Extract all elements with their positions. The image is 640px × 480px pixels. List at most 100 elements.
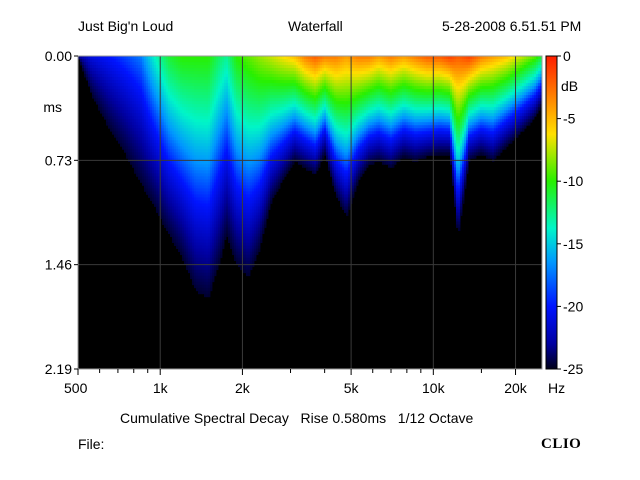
decay-cell bbox=[166, 200, 169, 204]
decay-cell bbox=[162, 218, 165, 222]
decay-cell bbox=[218, 83, 221, 87]
decay-cell bbox=[174, 56, 177, 60]
decay-cell bbox=[238, 107, 241, 111]
decay-cell bbox=[182, 224, 185, 228]
decay-cell bbox=[218, 257, 221, 262]
decay-cell bbox=[98, 101, 101, 105]
decay-cell bbox=[198, 251, 201, 256]
decay-cell bbox=[204, 119, 207, 123]
decay-cell bbox=[160, 113, 163, 117]
decay-cell bbox=[144, 170, 147, 174]
decay-cell bbox=[256, 134, 259, 138]
decay-cell bbox=[138, 86, 141, 90]
decay-cell bbox=[226, 197, 229, 201]
decay-cell bbox=[162, 215, 165, 219]
decay-cell bbox=[210, 245, 213, 250]
decay-cell bbox=[246, 179, 249, 183]
decay-cell bbox=[164, 212, 167, 216]
decay-cell bbox=[180, 209, 183, 213]
decay-cell bbox=[154, 74, 157, 78]
decay-cell bbox=[102, 101, 105, 105]
decay-cell bbox=[194, 200, 197, 204]
decay-cell bbox=[264, 62, 267, 66]
decay-cell bbox=[94, 62, 97, 66]
decay-cell bbox=[146, 113, 149, 117]
decay-cell bbox=[212, 107, 215, 111]
decay-cell bbox=[186, 266, 189, 271]
decay-cell bbox=[78, 56, 81, 60]
decay-cell bbox=[162, 173, 165, 177]
decay-cell bbox=[242, 257, 245, 262]
decay-cell bbox=[174, 152, 177, 156]
decay-cell bbox=[186, 212, 189, 216]
decay-cell bbox=[252, 104, 255, 108]
decay-cell bbox=[92, 89, 95, 93]
decay-cell bbox=[160, 185, 163, 189]
decay-cell bbox=[208, 272, 211, 277]
decay-cell bbox=[200, 89, 203, 93]
decay-cell bbox=[90, 62, 93, 66]
decay-cell bbox=[240, 62, 243, 66]
decay-cell bbox=[220, 197, 223, 201]
decay-cell bbox=[154, 104, 157, 108]
decay-cell bbox=[264, 212, 267, 216]
decay-cell bbox=[112, 71, 115, 75]
decay-cell bbox=[230, 92, 233, 96]
decay-cell bbox=[242, 161, 245, 165]
decay-cell bbox=[130, 65, 133, 69]
decay-cell bbox=[226, 203, 229, 207]
decay-cell bbox=[198, 119, 201, 123]
decay-cell bbox=[160, 134, 163, 138]
decay-cell bbox=[200, 221, 203, 225]
decay-cell bbox=[146, 77, 149, 81]
decay-cell bbox=[204, 233, 207, 237]
decay-cell bbox=[148, 62, 151, 66]
decay-cell bbox=[148, 65, 151, 69]
decay-cell bbox=[200, 56, 203, 60]
decay-cell bbox=[210, 233, 213, 237]
decay-cell bbox=[180, 251, 183, 256]
decay-cell bbox=[174, 200, 177, 204]
decay-cell bbox=[112, 65, 115, 69]
decay-cell bbox=[92, 77, 95, 81]
decay-cell bbox=[246, 182, 249, 186]
decay-cell bbox=[160, 152, 163, 156]
decay-cell bbox=[136, 164, 139, 168]
decay-cell bbox=[222, 224, 225, 228]
decay-cell bbox=[196, 185, 199, 189]
decay-cell bbox=[242, 134, 245, 138]
decay-cell bbox=[158, 74, 161, 78]
decay-cell bbox=[208, 278, 211, 283]
decay-cell bbox=[252, 185, 255, 189]
decay-cell bbox=[232, 161, 235, 165]
decay-cell bbox=[196, 101, 199, 105]
decay-cell bbox=[148, 119, 151, 123]
decay-cell bbox=[234, 65, 237, 69]
decay-cell bbox=[224, 191, 227, 195]
decay-cell bbox=[118, 134, 121, 138]
decay-cell bbox=[232, 188, 235, 192]
decay-cell bbox=[226, 146, 229, 150]
decay-cell bbox=[216, 200, 219, 204]
decay-cell bbox=[102, 74, 105, 78]
decay-cell bbox=[210, 197, 213, 201]
decay-cell bbox=[228, 149, 231, 153]
decay-cell bbox=[110, 116, 113, 120]
decay-cell bbox=[174, 215, 177, 219]
decay-cell bbox=[262, 194, 265, 198]
decay-cell bbox=[230, 116, 233, 120]
decay-cell bbox=[136, 122, 139, 126]
decay-cell bbox=[166, 107, 169, 111]
decay-cell bbox=[140, 56, 143, 60]
decay-cell bbox=[206, 212, 209, 216]
decay-cell bbox=[226, 230, 229, 234]
decay-cell bbox=[188, 176, 191, 180]
decay-cell bbox=[252, 140, 255, 144]
decay-cell bbox=[86, 65, 89, 69]
decay-cell bbox=[186, 191, 189, 195]
decay-cell bbox=[234, 74, 237, 78]
decay-cell bbox=[148, 167, 151, 171]
decay-cell bbox=[246, 89, 249, 93]
decay-cell bbox=[166, 95, 169, 99]
decay-cell bbox=[236, 230, 239, 234]
